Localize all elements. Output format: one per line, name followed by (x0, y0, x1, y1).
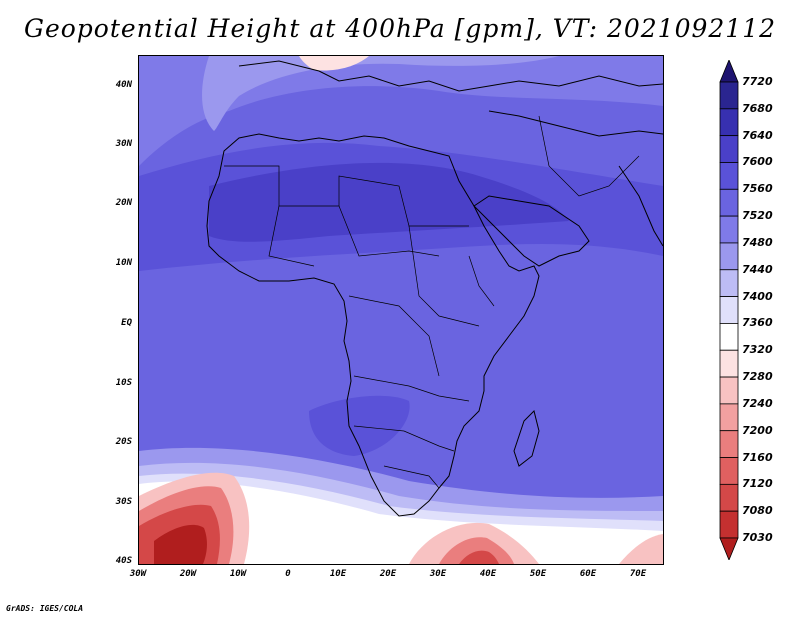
colorbar-label: 7200 (742, 423, 773, 437)
lon-label-20e: 20E (379, 569, 397, 579)
europe-coast (238, 60, 663, 92)
border-1 (224, 165, 469, 227)
colorbar-label: 7030 (742, 531, 773, 544)
colorbar-segment (719, 188, 739, 217)
colorbar-segment (719, 323, 739, 351)
colorbar-top-arrow (719, 60, 739, 83)
colorbar-bottom-arrow (719, 537, 739, 560)
colorbar-segment (719, 296, 739, 324)
lat-label-40n: 40N (115, 80, 132, 90)
colorbar-segment (719, 135, 739, 163)
colorbar-label: 7640 (742, 128, 773, 142)
colorbar-segment (719, 162, 739, 190)
lon-label-70e: 70E (629, 569, 647, 579)
colorbar-label: 7560 (742, 182, 773, 196)
border-10 (538, 115, 640, 197)
lat-label-20s: 20S (115, 437, 132, 447)
map-title: Geopotential Height at 400hPa [gpm], VT:… (23, 14, 777, 43)
lon-label-10w: 10W (229, 569, 247, 579)
colorbar-segment (719, 483, 739, 512)
border-5 (348, 295, 440, 377)
colorbar-segment (719, 376, 739, 405)
field-band-north-pink (299, 56, 369, 71)
lon-label-0: 0 (285, 569, 291, 579)
border-9 (468, 255, 495, 307)
colorbar-label: 7280 (742, 370, 773, 384)
colorbar-label: 7400 (742, 289, 773, 303)
low-se-3 (459, 550, 499, 564)
field-band-highest (209, 162, 569, 242)
colorbar-segment (719, 510, 739, 539)
border-4 (408, 225, 480, 327)
colorbar-segment (719, 457, 739, 485)
colorbar-label: 7680 (742, 101, 773, 115)
border-6 (353, 375, 470, 402)
lat-label-10s: 10S (115, 378, 132, 388)
colorbar-segments (719, 60, 739, 560)
field-band-north (139, 56, 663, 166)
lat-label-10n: 10N (115, 258, 132, 268)
border-3 (338, 205, 440, 257)
footer-credit: GrADS: IGES/COLA (6, 604, 84, 613)
map-panel (138, 55, 664, 565)
lon-label-10e: 10E (329, 569, 347, 579)
field-southern-high (309, 395, 410, 456)
colorbar-segment (719, 242, 739, 271)
colorbar-segment (719, 81, 739, 110)
field-band-south-4 (139, 481, 663, 564)
colorbar-segment (719, 430, 739, 458)
low-se-2 (439, 537, 514, 564)
colorbar-segment (719, 269, 739, 297)
lon-label-40e: 40E (479, 569, 497, 579)
border-8 (383, 465, 440, 489)
low-east-1 (619, 534, 663, 564)
lon-label-60e: 60E (579, 569, 597, 579)
lon-label-30e: 30E (429, 569, 447, 579)
colorbar-label: 7320 (742, 343, 773, 357)
india-coast (618, 165, 663, 247)
colorbar-segment (719, 215, 739, 244)
colorbar-label: 7120 (742, 477, 773, 491)
lat-label-20n: 20N (115, 198, 132, 208)
field-band-north-light (202, 56, 559, 131)
madagascar-coast (513, 410, 540, 467)
colorbar-segment (719, 108, 739, 137)
colorbar-label: 7520 (742, 209, 773, 223)
low-sw-4 (154, 524, 207, 564)
coastlines (206, 60, 663, 517)
colorbar-label: 7440 (742, 262, 773, 276)
colorbar-segment (719, 403, 739, 432)
lat-label-40s: 40S (115, 556, 132, 566)
colorbar-label: 7360 (742, 316, 773, 330)
colorbar-label: 7720 (742, 75, 773, 88)
colorbar-label: 7240 (742, 396, 773, 410)
colorbar-label: 7480 (742, 235, 773, 249)
height-field (139, 56, 663, 564)
lat-label-30n: 30N (115, 139, 132, 149)
africa-coast (206, 133, 540, 517)
lon-label-50e: 50E (529, 569, 547, 579)
border-7 (353, 425, 455, 452)
colorbar-label: 7160 (742, 450, 773, 464)
lon-label-30w: 30W (129, 569, 147, 579)
lat-label-30s: 30S (115, 497, 132, 507)
arabia-coast (473, 195, 590, 267)
colorbar (719, 60, 739, 560)
lat-label-eq: EQ (121, 318, 132, 328)
border-2 (268, 205, 315, 267)
colorbar-label: 7080 (742, 504, 773, 518)
country-borders (224, 115, 640, 489)
lon-label-20w: 20W (179, 569, 197, 579)
colorbar-segment (719, 349, 739, 378)
middleeast-coast (488, 110, 663, 137)
colorbar-label: 7600 (742, 155, 773, 169)
